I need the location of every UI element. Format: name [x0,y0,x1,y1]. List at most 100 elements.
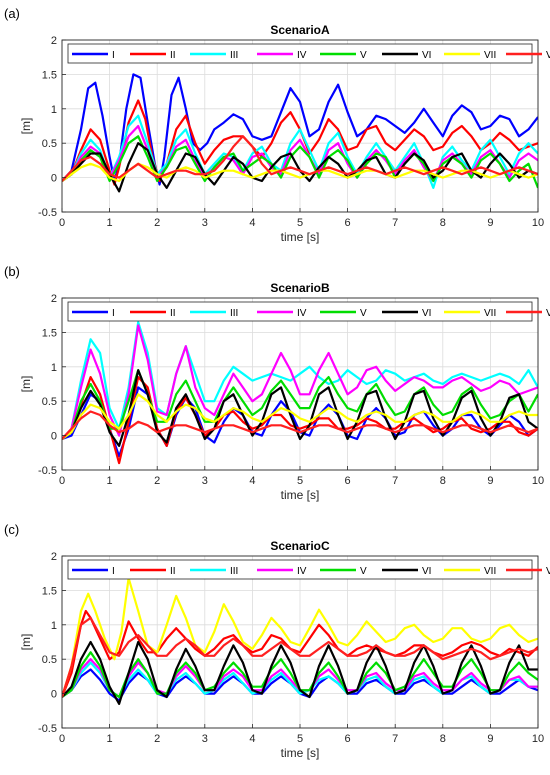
series-line-III [62,321,538,440]
x-axis-label: time [s] [281,488,320,502]
legend-item: II [130,50,176,61]
legend-item: VIII [506,566,550,577]
y-tick-label: 2 [51,293,57,305]
y-tick-label: 1.5 [42,327,57,339]
x-tick-label: 4 [249,475,255,487]
y-tick-label: 2 [51,551,57,563]
y-tick-label: -0.5 [38,465,57,477]
legend-label: V [360,308,367,319]
legend-item: VIII [506,50,550,61]
x-tick-label: 6 [345,733,351,745]
series-line-VI [62,369,538,447]
legend-label: II [170,50,176,61]
legend-label: IV [297,50,307,61]
y-tick-label: -0.5 [38,207,57,219]
legend-label: V [360,50,367,61]
legend: IIIIIIIVVVIVIIVIII [67,301,550,322]
legend-item: I [72,566,115,577]
y-tick-label: 0.5 [42,396,57,408]
legend-item: VI [382,566,431,577]
y-tick-label: -0.5 [38,723,57,735]
y-axis-label: [m] [19,634,33,651]
chart-panel-1: 0 1 2 3 4 5 6 7 8 9 10-0.500.511.52(b)ScenarioBtim… [4,264,550,502]
legend-item: III [190,308,238,319]
legend-item: IV [257,308,307,319]
legend-label: VIII [546,308,550,319]
legend-label: II [170,566,176,577]
legend-label: VI [422,566,431,577]
panel-label: (a) [4,6,20,21]
legend-label: VII [484,308,496,319]
chart-title: ScenarioA [270,23,330,37]
legend-label: III [230,50,238,61]
legend-item: V [320,566,367,577]
y-tick-label: 1 [51,362,57,374]
legend-item: VI [382,308,431,319]
x-tick-label: 2 [154,733,160,745]
y-tick-label: 1.5 [42,69,57,81]
legend-item: IV [257,50,307,61]
legend-label: VIII [546,566,550,577]
legend-label: III [230,566,238,577]
x-tick-label: 10 [532,475,544,487]
chart-title: ScenarioB [270,281,330,295]
series-line-VIII [62,616,538,698]
legend-label: I [112,566,115,577]
legend-label: IV [297,566,307,577]
x-tick-label: 1 [107,475,113,487]
legend-item: I [72,50,115,61]
x-tick-label: 10 [532,217,544,229]
legend-label: VI [422,50,431,61]
series-line-VII [62,393,538,440]
chart-panel-2: 0 1 2 3 4 5 6 7 8 9 10-0.500.511.52(c)ScenarioCtim… [4,522,550,760]
x-tick-label: 2 [154,475,160,487]
legend-item: I [72,308,115,319]
x-tick-label: 9 [487,475,493,487]
legend-label: I [112,308,115,319]
x-tick-label: 10 [532,733,544,745]
chart-panel-0: 0 1 2 3 4 5 6 7 8 9 10-0.500.511.52(a)ScenarioAtim… [4,6,550,244]
x-tick-label: 7 [392,733,398,745]
panel-label: (c) [4,522,19,537]
series-line-V [62,135,538,189]
legend-label: VIII [546,50,550,61]
y-tick-label: 1.5 [42,585,57,597]
x-tick-label: 7 [392,475,398,487]
x-tick-label: 3 [202,733,208,745]
legend-item: VI [382,50,431,61]
x-tick-label: 8 [440,475,446,487]
x-tick-label: 0 [59,475,65,487]
legend-item: VII [444,308,496,319]
legend-item: III [190,50,238,61]
y-tick-label: 0.5 [42,138,57,150]
x-tick-label: 4 [249,217,255,229]
legend-label: I [112,50,115,61]
chart-title: ScenarioC [270,539,330,553]
x-tick-label: 5 [297,733,303,745]
legend-label: V [360,566,367,577]
x-tick-label: 8 [440,733,446,745]
series-line-VIII [62,410,538,440]
y-tick-label: 2 [51,35,57,47]
x-tick-label: 1 [107,217,113,229]
y-tick-label: 0 [51,689,57,701]
series-line-IV [62,324,538,440]
y-axis-label: [m] [19,376,33,393]
x-tick-label: 9 [487,217,493,229]
y-tick-label: 0 [51,173,57,185]
x-tick-label: 0 [59,733,65,745]
legend-item: III [190,566,238,577]
y-tick-label: 0.5 [42,654,57,666]
series-line-VIII [62,135,538,182]
x-tick-label: 4 [249,733,255,745]
legend-item: II [130,308,176,319]
legend-item: IV [257,566,307,577]
series-group [62,576,538,706]
series-line-I [62,73,538,186]
x-tick-label: 5 [297,217,303,229]
legend-label: VII [484,566,496,577]
legend-item: VIII [506,308,550,319]
legend: IIIIIIIVVVIVIIVIII [67,559,550,580]
x-tick-label: 1 [107,733,113,745]
